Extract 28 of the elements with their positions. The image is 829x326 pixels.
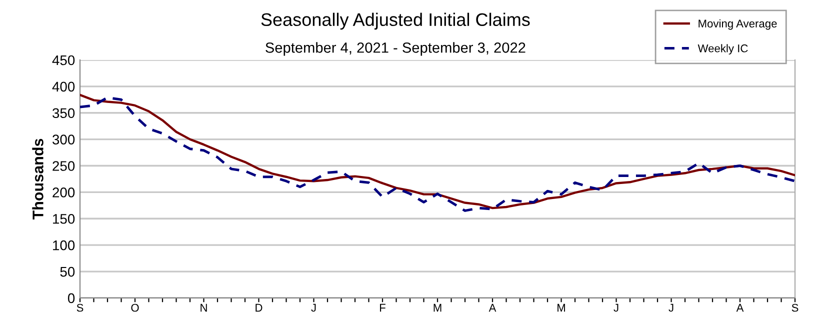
y-tick-label: 150 <box>53 214 75 224</box>
y-tick-label: 400 <box>52 82 75 92</box>
y-tick-label: 100 <box>53 240 75 250</box>
x-tick-label: O <box>131 304 139 312</box>
x-tick-label: M <box>434 304 442 312</box>
x-tick-label: J <box>311 304 316 312</box>
x-tick-label: S <box>76 304 84 312</box>
x-tick-label: S <box>792 304 798 312</box>
y-tick-label: 350 <box>52 108 75 118</box>
x-tick-label: A <box>736 304 744 312</box>
x-tick-label: N <box>200 304 207 312</box>
y-tick-label: 50 <box>60 266 75 277</box>
chart-title: Seasonally Adjusted Initial Claims <box>261 12 530 30</box>
legend-label: Moving Average <box>698 19 777 30</box>
x-tick-label: F <box>380 304 386 312</box>
x-tick-label: A <box>488 304 496 312</box>
x-tick-label: J <box>614 304 618 312</box>
y-tick-label: 250 <box>52 161 75 171</box>
y-tick-label: 200 <box>52 188 75 198</box>
y-tick-label: 0 <box>68 293 75 304</box>
y-axis-title: Thousands <box>32 138 44 220</box>
legend-label: Weekly IC <box>698 44 748 54</box>
x-tick-label: M <box>558 304 565 312</box>
x-tick-label: D <box>256 304 262 312</box>
y-tick-label: 450 <box>52 55 75 66</box>
x-tick-label: J <box>668 304 674 312</box>
chart-subtitle: September 4, 2021 - September 3, 2022 <box>266 42 526 56</box>
y-tick-label: 300 <box>52 134 75 144</box>
